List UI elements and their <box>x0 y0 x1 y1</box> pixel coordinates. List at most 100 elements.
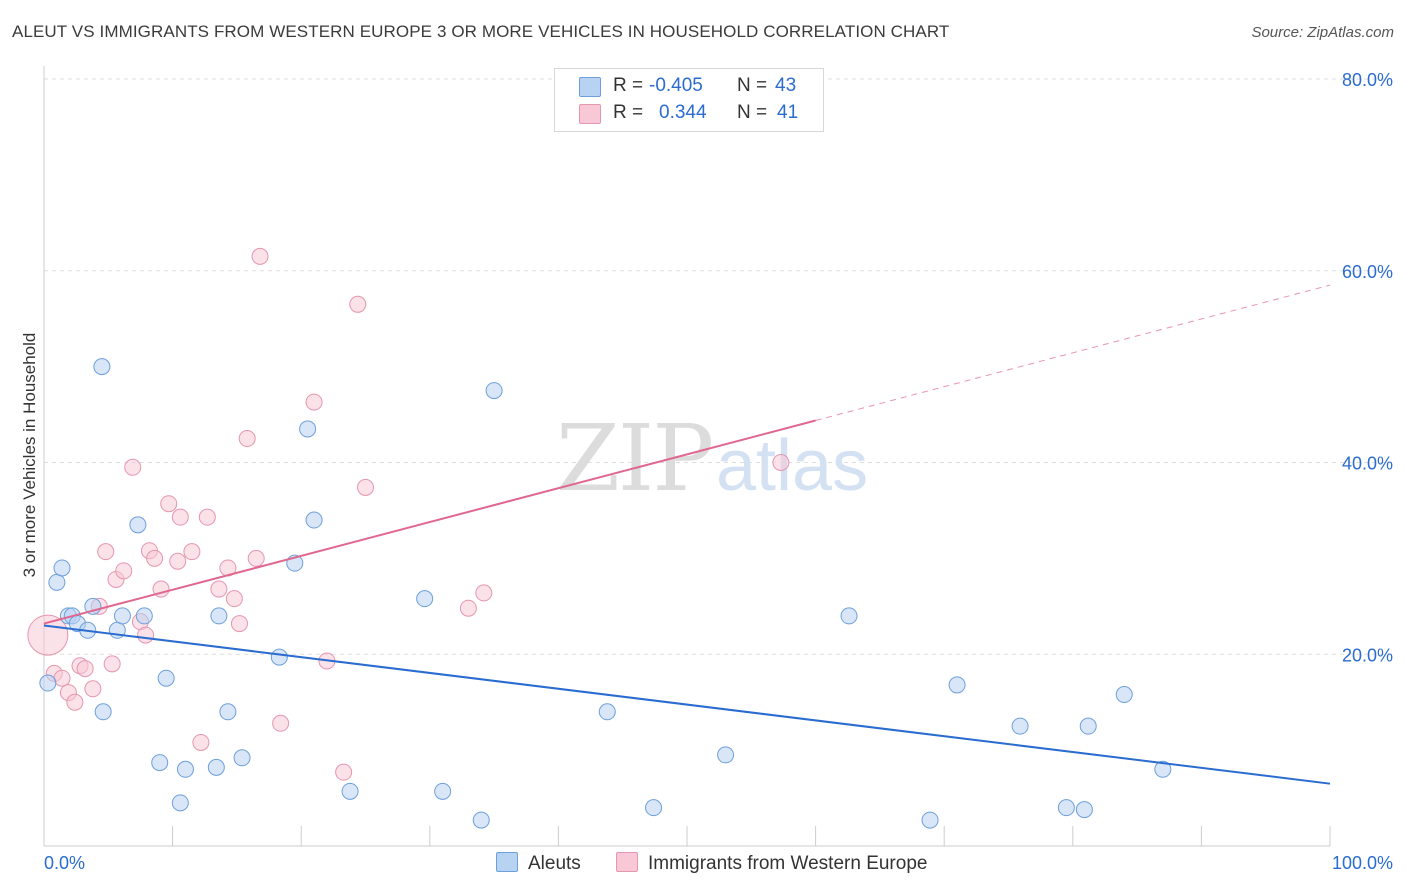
immigrants-point <box>27 614 69 656</box>
axes <box>43 66 1331 847</box>
immigrants-point <box>171 508 189 526</box>
immigrants-n-value: 41 <box>777 102 799 123</box>
aleut-point <box>1079 717 1097 735</box>
immigrants-point <box>160 495 178 513</box>
bottom-legend-immigrants: Immigrants from Western Europe <box>616 852 927 878</box>
immigrants-point <box>272 714 290 732</box>
immigrants-n-label: N = <box>737 102 768 123</box>
aleut-point <box>151 754 169 772</box>
immigrants-point <box>169 552 187 570</box>
aleut-point <box>305 511 323 529</box>
aleut-n-label: N = <box>737 75 768 96</box>
aleut-point <box>157 669 175 687</box>
watermark-atlas: atlas <box>716 426 868 506</box>
aleut-point <box>717 746 735 764</box>
immigrants-trend-line <box>43 419 816 625</box>
bottom-legend-aleut: Aleuts <box>496 852 581 878</box>
tick-labels: 20.0% 40.0% 60.0% 80.0% 0.0% 100.0% <box>44 70 1393 873</box>
aleut-point <box>1011 717 1029 735</box>
bottom-immigrants-label: Immigrants from Western Europe <box>648 853 928 874</box>
aleut-point <box>129 516 147 534</box>
aleut-point <box>135 607 153 625</box>
aleut-n-value: 43 <box>775 75 797 96</box>
aleut-point <box>416 590 434 608</box>
immigrants-point <box>349 295 367 313</box>
aleut-point <box>485 382 503 400</box>
immigrants-point <box>115 562 133 580</box>
x-tick-label: 0.0% <box>44 853 85 873</box>
aleut-point <box>1115 686 1133 704</box>
watermark: ZIP atlas <box>556 405 868 512</box>
immigrants-points <box>27 247 790 781</box>
aleut-point <box>1057 799 1075 817</box>
aleut-point <box>598 703 616 721</box>
immigrants-point <box>76 660 94 678</box>
immigrants-point <box>84 680 102 698</box>
bottom-aleut-swatch <box>496 852 518 872</box>
aleut-point <box>270 648 288 666</box>
aleut-point <box>94 703 112 721</box>
immigrants-point <box>238 430 256 448</box>
aleut-point <box>93 358 111 376</box>
chart-title: ALEUT VS IMMIGRANTS FROM WESTERN EUROPE … <box>12 22 950 41</box>
aleut-point <box>207 758 225 776</box>
aleut-point <box>210 607 228 625</box>
bottom-aleut-label: Aleuts <box>528 853 581 874</box>
y-tick-label: 20.0% <box>1342 645 1393 665</box>
aleut-point <box>233 749 251 767</box>
immigrants-point <box>146 549 164 567</box>
immigrants-point <box>124 458 142 476</box>
immigrants-point <box>225 590 243 608</box>
aleut-point <box>48 573 66 591</box>
aleut-swatch <box>579 77 601 97</box>
aleut-r-label: R = <box>613 75 644 96</box>
immigrants-point <box>475 584 493 602</box>
immigrants-point <box>357 478 374 496</box>
immigrants-r-value: 0.344 <box>659 102 707 123</box>
immigrants-point <box>183 543 201 561</box>
immigrants-point <box>192 733 210 751</box>
immigrants-point <box>198 508 216 526</box>
aleut-point <box>176 760 194 778</box>
aleut-point <box>53 559 71 577</box>
aleut-point <box>341 782 359 800</box>
y-tick-label: 60.0% <box>1342 262 1393 282</box>
aleut-point <box>1075 801 1093 819</box>
immigrants-point <box>251 247 269 265</box>
immigrants-point <box>53 669 71 687</box>
aleut-r-value: -0.405 <box>649 75 703 96</box>
source-credit: Source: ZipAtlas.com <box>1251 24 1394 41</box>
immigrants-point <box>137 626 155 644</box>
aleut-point <box>840 607 858 625</box>
x-tick-label: 100.0% <box>1332 853 1393 873</box>
immigrants-point <box>97 543 115 561</box>
aleut-points <box>39 358 1172 829</box>
aleut-point <box>921 811 939 829</box>
immigrants-point <box>335 763 353 781</box>
aleut-trend-line <box>43 624 1331 785</box>
y-tick-label: 80.0% <box>1342 70 1393 90</box>
immigrants-point <box>210 580 228 598</box>
aleut-point <box>948 676 966 694</box>
aleut-point <box>472 811 490 829</box>
immigrants-point <box>247 549 265 567</box>
aleut-point <box>171 794 189 812</box>
immigrants-point <box>305 393 323 411</box>
immigrants-r-label: R = <box>613 102 644 123</box>
immigrants-point <box>230 615 248 633</box>
aleut-point <box>434 782 452 800</box>
immigrants-point <box>66 693 84 711</box>
watermark-zip: ZIP <box>556 405 712 512</box>
immigrants-point <box>103 655 121 673</box>
correlation-legend: R = -0.405 N = 43 R = 0.344 N = 41 <box>554 68 824 132</box>
trend-lines <box>43 284 1331 785</box>
y-tick-label: 40.0% <box>1342 454 1393 474</box>
immigrants-trend-extension <box>815 284 1331 421</box>
immigrants-point <box>459 599 477 617</box>
aleut-point <box>219 703 237 721</box>
immigrants-swatch <box>579 104 601 124</box>
grid-lines <box>44 78 1392 655</box>
aleut-point <box>1154 760 1172 778</box>
bottom-immigrants-swatch <box>616 852 638 872</box>
